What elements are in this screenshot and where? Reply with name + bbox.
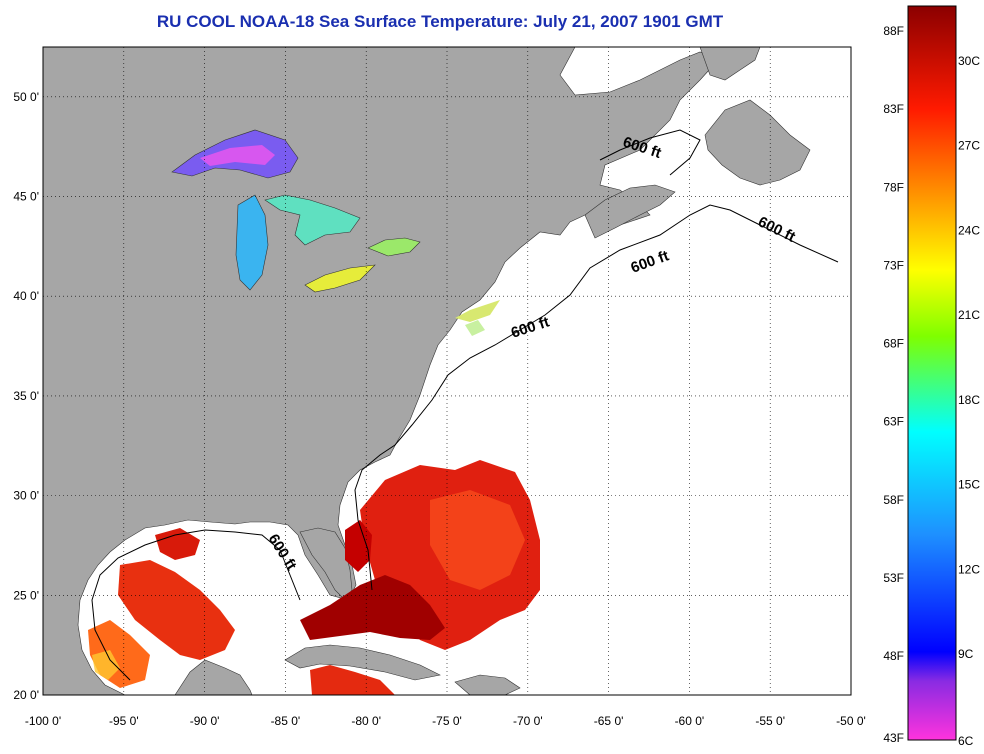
colorbar-fahrenheit-label: 68F [883,337,904,351]
colorbar-celsius-label: 9C [958,647,974,661]
land-florida [299,527,353,601]
bathymetry-contour-gulf [91,529,301,681]
latitude-tick-label: 20 0' [13,688,39,702]
colorbar-fahrenheit-label: 88F [883,24,904,38]
longitude-axis: -100 0' -95 0' -90 0' -85 0' -80 0' -75 0' -70… [25,714,866,728]
land-north-america [43,47,721,695]
latitude-tick-label: 35 0' [13,389,39,403]
colorbar [907,5,957,741]
colorbar-fahrenheit-label: 48F [883,649,904,663]
land-nova-scotia [584,184,676,239]
sst-gulf-patch [88,528,395,695]
colorbar-fahrenheit-label: 73F [883,258,904,272]
colorbar-fahrenheit-labels: 88F 83F 78F 73F 68F 63F 58F 53F 48F 43F [883,24,904,745]
bathymetry-contour-north [599,129,701,176]
colorbar-fahrenheit-label: 58F [883,493,904,507]
land-cuba [284,644,441,681]
latitude-tick-label: 40 0' [13,289,39,303]
sst-coastal-patch [455,300,500,336]
longitude-tick-label: -95 0' [109,714,139,728]
colorbar-celsius-label: 21C [958,308,980,322]
latitude-tick-label: 50 0' [13,90,39,104]
longitude-tick-label: -90 0' [190,714,220,728]
land-hispaniola [454,674,521,695]
colorbar-fahrenheit-label: 63F [883,415,904,429]
longitude-tick-label: -70 0' [513,714,543,728]
latitude-axis: 50 0' 45 0' 40 0' 35 0' 30 0' 25 0' 20 0' [13,90,39,702]
colorbar-celsius-label: 24C [958,223,980,237]
colorbar-celsius-labels: 30C 27C 24C 21C 18C 15C 12C 9C 6C [958,54,980,748]
longitude-tick-label: -100 0' [25,714,61,728]
colorbar-celsius-label: 27C [958,139,980,153]
colorbar-celsius-label: 6C [958,734,974,748]
longitude-tick-label: -55 0' [755,714,785,728]
latitude-tick-label: 25 0' [13,588,39,602]
colorbar-celsius-label: 18C [958,393,980,407]
land-newfoundland [704,99,811,186]
latitude-tick-label: 45 0' [13,190,39,204]
longitude-tick-label: -75 0' [432,714,462,728]
colorbar-celsius-label: 30C [958,54,980,68]
bathymetry-contour [354,204,839,591]
map-frame [42,46,852,696]
colorbar-fahrenheit-label: 83F [883,102,904,116]
colorbar-fahrenheit-label: 43F [883,731,904,745]
longitude-tick-label: -80 0' [351,714,381,728]
land-yucatan [174,659,253,695]
longitude-tick-label: -65 0' [594,714,624,728]
map-title: RU COOL NOAA-18 Sea Surface Temperature:… [156,12,724,31]
longitude-tick-label: -60 0' [675,714,705,728]
colorbar-fahrenheit-label: 78F [883,180,904,194]
colorbar-fahrenheit-label: 53F [883,571,904,585]
colorbar-celsius-label: 12C [958,562,980,576]
land-labrador [699,47,761,81]
map-grid [43,47,851,695]
sst-atlantic-patch [300,460,540,650]
longitude-tick-label: -85 0' [271,714,301,728]
colorbar-celsius-label: 15C [958,478,980,492]
latitude-tick-label: 30 0' [13,489,39,503]
longitude-tick-label: -50 0' [836,714,866,728]
great-lakes [171,129,421,293]
